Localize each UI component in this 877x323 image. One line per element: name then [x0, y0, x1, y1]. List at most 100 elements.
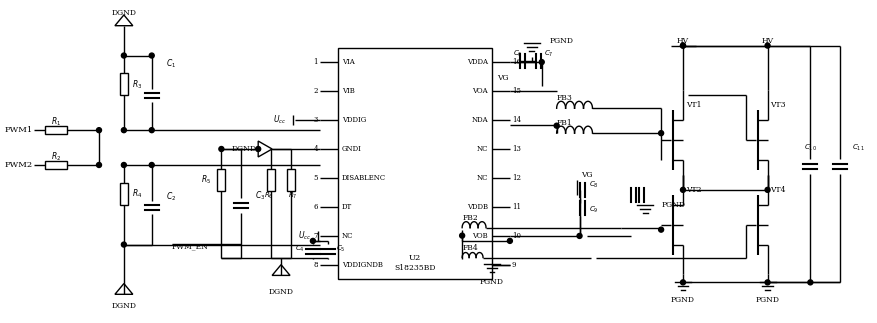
Text: U2: U2: [409, 254, 421, 262]
Circle shape: [538, 59, 544, 65]
Bar: [120, 73, 128, 95]
Circle shape: [658, 131, 663, 136]
Text: FB2: FB2: [461, 214, 477, 222]
Text: 5: 5: [313, 174, 317, 182]
Text: PWM2: PWM2: [4, 161, 32, 169]
Text: $C_9$: $C_9$: [588, 205, 598, 215]
Text: VT2: VT2: [685, 186, 701, 194]
Text: DT: DT: [341, 203, 352, 211]
Text: NC: NC: [476, 145, 488, 153]
Text: DGND: DGND: [268, 288, 293, 296]
Text: 8: 8: [313, 261, 317, 269]
Circle shape: [764, 43, 769, 48]
Circle shape: [680, 280, 685, 285]
Text: VOB: VOB: [472, 232, 488, 240]
Text: 6: 6: [313, 203, 317, 211]
Bar: [120, 183, 128, 205]
Text: $U_{cc}$: $U_{cc}$: [297, 230, 311, 242]
Text: $R_7$: $R_7$: [288, 191, 297, 201]
Bar: [217, 169, 225, 191]
Text: VT1: VT1: [685, 101, 701, 109]
Circle shape: [255, 147, 260, 151]
Text: NC: NC: [476, 174, 488, 182]
Text: $C_5$: $C_5$: [335, 244, 345, 254]
Text: S18235BD: S18235BD: [394, 265, 435, 272]
Circle shape: [680, 43, 685, 48]
Text: $C_{10}$: $C_{10}$: [803, 143, 816, 153]
Text: 7: 7: [313, 232, 317, 240]
Text: FB1: FB1: [556, 119, 572, 127]
Bar: [46, 161, 68, 169]
Text: PWM_EN: PWM_EN: [171, 243, 208, 251]
Circle shape: [121, 53, 126, 58]
Text: 1: 1: [313, 58, 317, 66]
Text: $C_8$: $C_8$: [588, 180, 598, 190]
Text: $C_6$: $C_6$: [512, 49, 522, 59]
Text: 14: 14: [511, 116, 520, 124]
Text: VDDIG: VDDIG: [341, 116, 366, 124]
Text: $R_2$: $R_2$: [51, 151, 61, 163]
Text: VDDB: VDDB: [467, 203, 488, 211]
Text: VIB: VIB: [341, 87, 354, 95]
Text: DISABLENC: DISABLENC: [341, 174, 386, 182]
Text: FB4: FB4: [461, 244, 477, 252]
Text: VT3: VT3: [770, 101, 785, 109]
Text: 15: 15: [511, 87, 520, 95]
Text: 9: 9: [511, 261, 516, 269]
Circle shape: [658, 227, 663, 232]
Text: $U_{cc}$: $U_{cc}$: [273, 114, 286, 126]
Circle shape: [553, 123, 559, 128]
Circle shape: [310, 238, 315, 244]
Text: NDA: NDA: [471, 116, 488, 124]
Circle shape: [121, 128, 126, 133]
Text: 2: 2: [313, 87, 317, 95]
Text: DGND: DGND: [111, 9, 136, 17]
Text: $C_1$: $C_1$: [166, 57, 175, 70]
Text: DGND: DGND: [231, 145, 256, 153]
Circle shape: [460, 233, 464, 238]
Circle shape: [576, 234, 581, 238]
Circle shape: [149, 53, 154, 58]
Circle shape: [764, 187, 769, 192]
Text: HV: HV: [676, 36, 688, 45]
Text: 3: 3: [313, 116, 317, 124]
Text: VOA: VOA: [472, 87, 488, 95]
Text: DGND: DGND: [111, 302, 136, 310]
Text: $R_4$: $R_4$: [132, 188, 142, 200]
Bar: [287, 169, 295, 191]
Circle shape: [121, 242, 126, 247]
Circle shape: [218, 147, 224, 151]
Circle shape: [121, 162, 126, 167]
Bar: [267, 169, 275, 191]
Text: 10: 10: [511, 232, 520, 240]
Text: 11: 11: [511, 203, 520, 211]
Circle shape: [507, 238, 512, 244]
Text: VIA: VIA: [341, 58, 354, 66]
Circle shape: [149, 128, 154, 133]
Circle shape: [807, 280, 812, 285]
Text: GNDI: GNDI: [341, 145, 361, 153]
Text: $C_2$: $C_2$: [166, 191, 175, 203]
Text: $R_5$: $R_5$: [201, 173, 211, 186]
Circle shape: [680, 187, 685, 192]
Text: VDDIGNDB: VDDIGNDB: [341, 261, 382, 269]
Text: $R_3$: $R_3$: [132, 78, 142, 91]
Text: NC: NC: [341, 232, 353, 240]
Bar: [46, 126, 68, 134]
Text: $C_3$: $C_3$: [255, 189, 265, 202]
Text: VG: VG: [581, 171, 592, 179]
Text: PGND: PGND: [660, 201, 684, 209]
Text: 4: 4: [313, 145, 317, 153]
Text: 12: 12: [511, 174, 520, 182]
Text: PGND: PGND: [755, 296, 779, 304]
Text: FB3: FB3: [556, 94, 572, 102]
Text: HV: HV: [760, 36, 773, 45]
Text: $C_7$: $C_7$: [543, 49, 553, 59]
Text: PGND: PGND: [480, 278, 503, 287]
Circle shape: [149, 162, 154, 167]
Bar: [338, 47, 491, 279]
Text: $R_1$: $R_1$: [51, 116, 61, 129]
Text: $C_4$: $C_4$: [295, 244, 304, 254]
Circle shape: [764, 280, 769, 285]
Text: PGND: PGND: [670, 296, 695, 304]
